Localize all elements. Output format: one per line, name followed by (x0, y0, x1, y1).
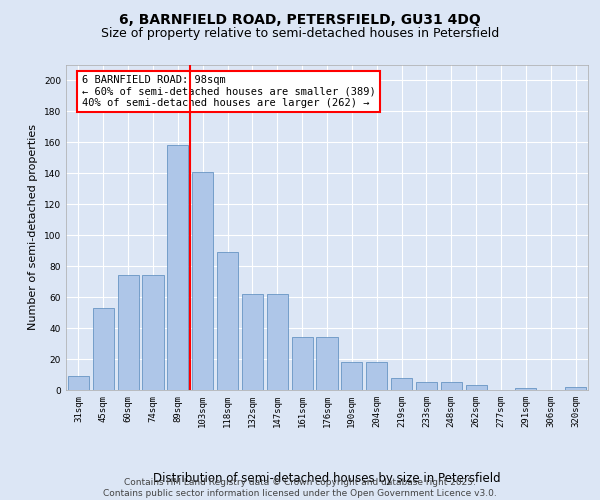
Bar (565, 387, 586, 390)
Bar (366, 362, 387, 390)
Bar (292, 338, 313, 390)
Bar (68, 376, 89, 390)
Bar (93, 308, 114, 390)
Bar (341, 362, 362, 390)
Bar (242, 294, 263, 390)
Bar (416, 382, 437, 390)
Bar (391, 378, 412, 390)
Bar (316, 338, 338, 390)
Text: Size of property relative to semi-detached houses in Petersfield: Size of property relative to semi-detach… (101, 28, 499, 40)
Text: 6, BARNFIELD ROAD, PETERSFIELD, GU31 4DQ: 6, BARNFIELD ROAD, PETERSFIELD, GU31 4DQ (119, 12, 481, 26)
Bar (515, 388, 536, 390)
Bar (441, 382, 462, 390)
X-axis label: Distribution of semi-detached houses by size in Petersfield: Distribution of semi-detached houses by … (153, 472, 501, 484)
Text: Contains HM Land Registry data © Crown copyright and database right 2025.
Contai: Contains HM Land Registry data © Crown c… (103, 478, 497, 498)
Text: 6 BARNFIELD ROAD: 98sqm
← 60% of semi-detached houses are smaller (389)
40% of s: 6 BARNFIELD ROAD: 98sqm ← 60% of semi-de… (82, 74, 376, 108)
Y-axis label: Number of semi-detached properties: Number of semi-detached properties (28, 124, 38, 330)
Bar (118, 276, 139, 390)
Bar (192, 172, 213, 390)
Bar (142, 276, 164, 390)
Bar (267, 294, 288, 390)
Bar (217, 252, 238, 390)
Bar (167, 146, 188, 390)
Bar (466, 386, 487, 390)
